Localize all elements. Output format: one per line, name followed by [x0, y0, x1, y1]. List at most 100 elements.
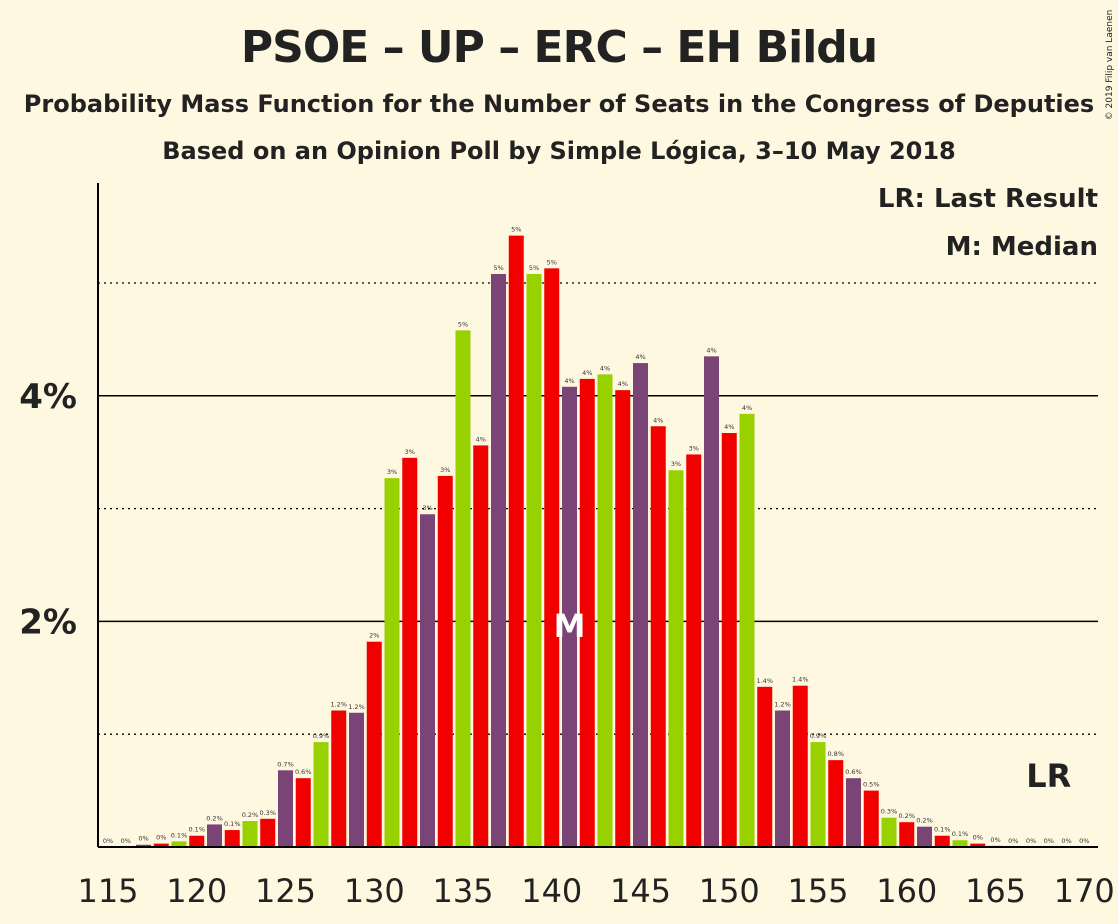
- bar: [366, 641, 382, 847]
- bar: [757, 686, 773, 847]
- bar-value-label: 2%: [369, 632, 379, 640]
- bar-value-label: 0.1%: [934, 826, 951, 834]
- chart-title: PSOE – UP – ERC – EH Bildu: [240, 22, 878, 73]
- bar: [562, 386, 577, 847]
- bar: [437, 475, 453, 847]
- bar-value-label: 0%: [1008, 837, 1018, 845]
- bar-value-label: 4%: [600, 364, 610, 372]
- bar-value-label: 0.2%: [242, 811, 259, 819]
- bar-value-label: 4%: [618, 380, 628, 388]
- bar-value-label: 4%: [706, 346, 716, 354]
- bar: [153, 843, 169, 847]
- x-tick-label: 170: [1054, 872, 1115, 910]
- bar: [491, 273, 506, 847]
- x-tick-label: 150: [699, 872, 760, 910]
- bar: [917, 826, 932, 847]
- x-tick-label: 135: [432, 872, 493, 910]
- bar-value-label: 0.2%: [898, 812, 915, 820]
- bar-value-label: 0.1%: [171, 831, 188, 839]
- bar: [384, 478, 400, 847]
- bar: [420, 514, 435, 847]
- bar-value-label: 4%: [564, 377, 574, 385]
- bar: [349, 712, 364, 847]
- bar: [295, 778, 311, 847]
- median-marker: M: [554, 607, 586, 645]
- legend-last-result: LR: Last Result: [877, 184, 1098, 214]
- markers: M LR: [554, 607, 1072, 795]
- x-tick-label: 160: [876, 872, 937, 910]
- x-tick-label: 130: [344, 872, 405, 910]
- bar-value-label: 0.9%: [313, 732, 330, 740]
- bar-value-label: 0%: [156, 834, 166, 842]
- bar-value-label: 4%: [724, 423, 734, 431]
- bar: [881, 817, 897, 847]
- bar-value-label: 5%: [493, 264, 503, 272]
- bar: [260, 818, 276, 847]
- bar-value-label: 5%: [511, 226, 521, 234]
- bar-value-label: 0.8%: [827, 750, 844, 758]
- x-tick-label: 165: [965, 872, 1026, 910]
- bar-value-label: 0.7%: [277, 760, 294, 768]
- bar: [686, 454, 702, 847]
- bar-series: [136, 235, 1003, 848]
- bar-value-label: 4%: [582, 369, 592, 377]
- bar: [171, 841, 187, 847]
- bar-value-label: 0%: [990, 836, 1000, 844]
- y-tick-label: 4%: [19, 377, 77, 417]
- bar: [668, 470, 684, 847]
- bar: [633, 363, 648, 847]
- bar: [846, 778, 861, 847]
- bar-value-label: 0%: [973, 834, 983, 842]
- bar-value-label: 0.6%: [845, 768, 862, 776]
- bar: [899, 822, 915, 847]
- bar-value-label: 0%: [138, 835, 148, 843]
- bar: [721, 433, 737, 847]
- bar-value-label: 3%: [671, 460, 681, 468]
- bar: [863, 790, 879, 847]
- bar-value-label: 0%: [1061, 837, 1071, 845]
- bar-value-label: 0%: [1079, 837, 1089, 845]
- bar: [615, 390, 631, 847]
- x-tick-label: 115: [77, 872, 138, 910]
- bar-value-label: 4%: [742, 404, 752, 412]
- bar: [579, 378, 595, 847]
- bar-value-label: 1.4%: [792, 676, 809, 684]
- bar-value-label: 0.3%: [259, 809, 276, 817]
- bar-value-label: 1.2%: [774, 701, 791, 709]
- bar-value-label: 5%: [529, 264, 539, 272]
- bar-value-label: 0%: [121, 837, 131, 845]
- bar: [455, 330, 471, 848]
- x-tick-label: 155: [787, 872, 848, 910]
- bar: [934, 835, 950, 847]
- bar-value-label: 0.1%: [952, 830, 969, 838]
- bar-value-label: 3%: [405, 448, 415, 456]
- bar-value-label: 3%: [422, 504, 432, 512]
- bar: [650, 426, 666, 847]
- bar-value-labels: 0% 0% 0% 0% 0.1%0.1%0.2%0.1%0.2% 0.3%0.7%0.6%…: [103, 226, 1090, 845]
- bar-value-label: 4%: [635, 353, 645, 361]
- bar-value-label: 5%: [458, 320, 468, 328]
- legend-median: M: Median: [945, 232, 1098, 262]
- bar: [313, 742, 329, 847]
- bar: [526, 273, 542, 847]
- axes: 2% 4% 115 120 125 130 135 140 145 150 155 160 165 170: [19, 183, 1115, 910]
- bar-value-label: 0.9%: [810, 732, 827, 740]
- bar-value-label: 3%: [387, 468, 397, 476]
- bar: [775, 710, 790, 847]
- bar: [544, 268, 560, 847]
- x-tick-label: 145: [610, 872, 671, 910]
- bar-value-label: 5%: [547, 258, 557, 266]
- bar-value-label: 0.3%: [881, 808, 898, 816]
- bar-value-label: 3%: [689, 444, 699, 452]
- bar: [278, 770, 293, 847]
- bar-value-label: 4%: [653, 416, 663, 424]
- bar: [402, 457, 418, 847]
- bar: [952, 840, 968, 847]
- last-result-marker: LR: [1026, 757, 1071, 795]
- bar: [242, 821, 258, 847]
- chart-subtitle-source: Based on an Opinion Poll by Simple Lógic…: [162, 137, 956, 165]
- bar: [136, 844, 151, 847]
- bar-value-label: 0.6%: [295, 768, 312, 776]
- bar: [828, 760, 844, 847]
- bar-value-label: 0.2%: [206, 814, 223, 822]
